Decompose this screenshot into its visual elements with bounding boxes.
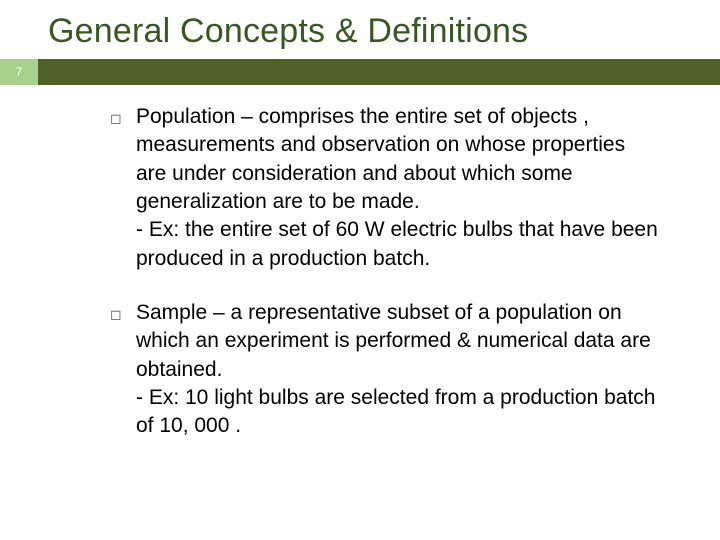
bullet-example: - Ex: 10 light bulbs are selected from a…: [136, 384, 660, 441]
bullet-body: Population – comprises the entire set of…: [136, 103, 660, 273]
title-area: General Concepts & Definitions: [0, 0, 720, 59]
bullet-example: - Ex: the entire set of 60 W electric bu…: [136, 216, 660, 273]
list-item: ◻ Population – comprises the entire set …: [110, 103, 660, 273]
header-stripe: 7: [0, 59, 720, 85]
page-number: 7: [16, 65, 23, 79]
page-number-badge: 7: [0, 59, 38, 85]
bullet-text: Sample – a representative subset of a po…: [136, 301, 651, 381]
stripe-bar: [38, 59, 720, 85]
square-bullet-icon: ◻: [110, 299, 136, 441]
page-title: General Concepts & Definitions: [48, 12, 690, 51]
bullet-text: Population – comprises the entire set of…: [136, 105, 625, 213]
bullet-body: Sample – a representative subset of a po…: [136, 299, 660, 441]
list-item: ◻ Sample – a representative subset of a …: [110, 299, 660, 441]
square-bullet-icon: ◻: [110, 103, 136, 273]
content-area: ◻ Population – comprises the entire set …: [0, 85, 720, 441]
